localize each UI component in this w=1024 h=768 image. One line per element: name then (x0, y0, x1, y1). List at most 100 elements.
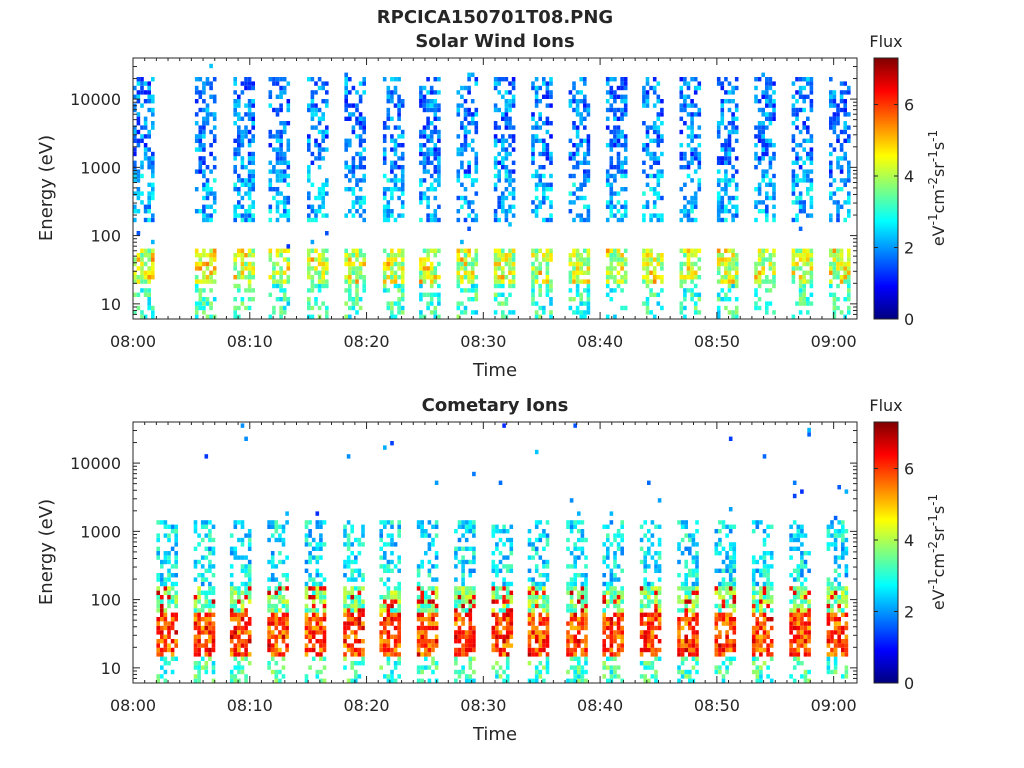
spectrogram-cell (620, 129, 624, 135)
spectrogram-cell (247, 217, 252, 223)
spectrogram-cell (278, 595, 282, 600)
spectrogram-cell (358, 270, 363, 275)
spectrogram-cell (456, 147, 461, 152)
spectrogram-cell (690, 275, 694, 280)
spectrogram-cell (267, 608, 271, 613)
spectrogram-cell (315, 669, 320, 675)
spectrogram-cell (270, 630, 275, 635)
spectrogram-cell (586, 209, 591, 214)
spectrogram-cell (809, 275, 814, 280)
spectrogram-cell (420, 639, 424, 644)
spectrogram-cell (734, 314, 739, 319)
spectrogram-cell (639, 524, 644, 529)
spectrogram-cell (397, 559, 401, 565)
spectrogram-cell (493, 138, 498, 143)
spectrogram-cell (416, 603, 421, 609)
spectrogram-cell (386, 634, 391, 639)
spectrogram-cell (693, 85, 698, 91)
spectrogram-cell (424, 529, 428, 534)
spectrogram-cell (147, 217, 151, 223)
spectrogram-cell (643, 577, 647, 582)
spectrogram-cell (282, 200, 287, 205)
spectrogram-cell (317, 121, 322, 126)
spectrogram-cell (310, 283, 315, 289)
spectrogram-cell (461, 621, 465, 626)
spectrogram-cell (798, 275, 803, 280)
spectrogram-cell (649, 288, 653, 293)
spectrogram-cell (434, 625, 439, 631)
spectrogram-cell (734, 195, 739, 201)
spectrogram-cell (151, 310, 155, 315)
spectrogram-cell (656, 292, 661, 297)
spectrogram-cell (511, 77, 516, 82)
spectrogram-cell (431, 625, 435, 631)
spectrogram-cell (174, 551, 178, 556)
spectrogram-cell (147, 266, 151, 271)
spectrogram-cell (511, 191, 516, 196)
spectrogram-cell (545, 81, 550, 86)
spectrogram-cell (606, 621, 610, 626)
spectrogram-cell (304, 533, 309, 538)
spectrogram-cell (200, 590, 205, 595)
spectrogram-cell (272, 107, 276, 113)
spectrogram-cell (160, 573, 164, 578)
spectrogram-cell (568, 270, 573, 275)
spectrogram-cell (542, 257, 546, 262)
spectrogram-cell (143, 134, 148, 139)
spectrogram-cell (427, 621, 432, 626)
spectrogram-cell (251, 182, 255, 187)
spectrogram-cell (836, 165, 840, 170)
spectrogram-cell (202, 107, 206, 113)
spectrogram-cell (806, 173, 810, 179)
spectrogram-cell (757, 125, 762, 130)
spectrogram-cell (285, 555, 289, 560)
spectrogram-cell (754, 204, 758, 209)
spectrogram-cell (156, 533, 160, 538)
spectrogram-cell (683, 213, 687, 218)
spectrogram-cell (437, 138, 441, 143)
spectrogram-cell (843, 279, 847, 284)
spectrogram-cell (170, 599, 175, 604)
spectrogram-cell (806, 191, 810, 196)
spectrogram-cell (616, 151, 621, 157)
spectrogram-cell (620, 257, 624, 262)
spectrogram-cell (237, 678, 241, 683)
spectrogram-cell (151, 173, 155, 179)
spectrogram-cell (457, 617, 462, 622)
spectrogram-cell (509, 537, 514, 543)
spectrogram-cell (463, 169, 468, 174)
spectrogram-cell (542, 81, 546, 86)
spectrogram-cell (315, 524, 320, 529)
spectrogram-cell (765, 213, 769, 218)
spectrogram-cell (240, 423, 245, 428)
spectrogram-cell (397, 674, 401, 679)
spectrogram-cell (268, 94, 273, 99)
spectrogram-cell (577, 625, 581, 631)
spectrogram-cell (163, 656, 168, 661)
spectrogram-cell (802, 209, 806, 214)
spectrogram-cell (358, 99, 363, 104)
spectrogram-cell (160, 608, 164, 613)
spectrogram-cell (568, 275, 573, 280)
spectrogram-cell (361, 603, 365, 609)
spectrogram-cell (531, 279, 535, 284)
spectrogram-cell (501, 156, 505, 161)
spectrogram-cell (639, 652, 644, 657)
spectrogram-cell (806, 151, 810, 157)
spectrogram-cell (386, 209, 391, 214)
spectrogram-cell (470, 275, 475, 280)
spectrogram-cell (623, 112, 628, 117)
spectrogram-cell (390, 279, 394, 284)
spectrogram-cell (731, 178, 735, 183)
spectrogram-cell (474, 297, 479, 302)
spectrogram-cell (474, 77, 479, 82)
spectrogram-cell (545, 121, 550, 126)
spectrogram-cell (639, 674, 644, 679)
spectrogram-cell (350, 524, 354, 529)
spectrogram-cell (467, 279, 471, 284)
spectrogram-cell (534, 257, 539, 262)
spectrogram-cell (586, 173, 591, 179)
spectrogram-cell (270, 669, 275, 675)
spectrogram-cell (620, 617, 624, 622)
spectrogram-cell (193, 524, 198, 529)
